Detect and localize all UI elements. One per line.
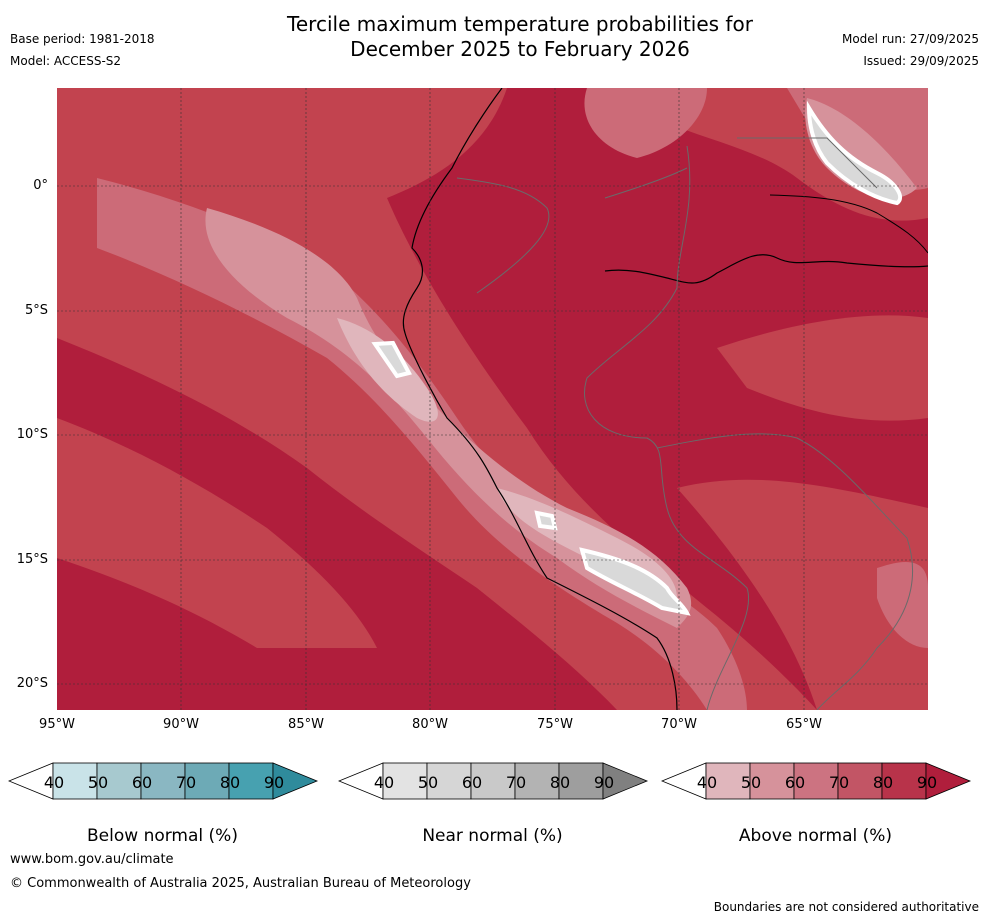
- cb-below-swatch-5: [272, 762, 319, 800]
- cb-below-swatch-4: [228, 762, 274, 800]
- cb-below-swatch-1: [96, 762, 142, 800]
- cb-above-swatch-1: [749, 762, 795, 800]
- cb-near-swatch-2: [470, 762, 516, 800]
- cb-near-swatch-5: [602, 762, 649, 800]
- cb-near-swatch-4: [558, 762, 604, 800]
- lon-label-70w: 70°W: [661, 717, 697, 732]
- cb-near-tick-90: 90: [593, 773, 615, 792]
- band-above-70-north: [57, 418, 377, 648]
- cb-below-swatch-3: [184, 762, 230, 800]
- probability-map: [57, 88, 928, 710]
- lon-label-85w: 85°W: [288, 717, 324, 732]
- cb-below-tick-50: 50: [87, 773, 109, 792]
- cb-below-tick-70: 70: [175, 773, 197, 792]
- near-normal-patch-4: [806, 100, 903, 206]
- cb-below-tick-60: 60: [131, 773, 153, 792]
- cb-near-tick-40: 40: [373, 773, 395, 792]
- title-line-2: December 2025 to February 2026: [350, 37, 690, 61]
- cb-below-tick-80: 80: [219, 773, 241, 792]
- cb-near-tick-70: 70: [505, 773, 527, 792]
- amazon-river-north: [769, 194, 928, 254]
- website-link[interactable]: www.bom.gov.au/climate: [10, 852, 174, 867]
- lat-label-0: 0°: [33, 178, 48, 193]
- lat-label-15s: 15°S: [16, 552, 48, 567]
- cb-above-swatch-3: [837, 762, 883, 800]
- cb-above-swatch-4: [881, 762, 927, 800]
- cb-near-swatch-3: [514, 762, 560, 800]
- cb-above-tick-50: 50: [740, 773, 762, 792]
- graticule: [57, 88, 928, 710]
- meta-right: Model run: 27/09/2025 Issued: 29/09/2025: [842, 28, 979, 72]
- cb-below-tick-40: 40: [43, 773, 65, 792]
- meta-left: Base period: 1981-2018 Model: ACCESS-S2: [10, 28, 155, 72]
- band-above-70-south: [677, 479, 928, 710]
- cb-above-tick-80: 80: [872, 773, 894, 792]
- band-above-70-se: [717, 315, 928, 421]
- title-line-1: Tercile maximum temperature probabilitie…: [287, 12, 753, 36]
- near-normal-patch-1: [371, 340, 412, 379]
- band-above-40-coast: [337, 318, 438, 422]
- cb-above-swatch-2: [793, 762, 839, 800]
- colorbar-above: [660, 762, 973, 804]
- lon-label-65w: 65°W: [786, 717, 822, 732]
- cb-near-swatch-0: [382, 762, 428, 800]
- cb-above-tick-40: 40: [696, 773, 718, 792]
- colorbar-near-svg: [337, 762, 649, 800]
- base-period: Base period: 1981-2018: [10, 32, 155, 46]
- lat-label-5s: 5°S: [24, 303, 48, 318]
- band-above-60-north: [584, 88, 707, 158]
- band-above-50-ne: [805, 98, 917, 199]
- lat-label-20s: 20°S: [16, 676, 48, 691]
- colorbar-near: [337, 762, 650, 804]
- cb-below-tick-90: 90: [263, 773, 285, 792]
- band-above-60-se: [877, 562, 928, 648]
- near-normal-patch-2: [579, 547, 691, 616]
- issued-date: Issued: 29/09/2025: [863, 54, 979, 68]
- country-borders: [456, 137, 914, 710]
- colorbar-below: [7, 762, 320, 804]
- model-run: Model run: 27/09/2025: [841, 32, 979, 46]
- cb-above-tick-70: 70: [828, 773, 850, 792]
- colorbar-above-svg: [660, 762, 972, 800]
- lon-label-90w: 90°W: [163, 717, 199, 732]
- cb-below-label: Below normal (%): [87, 826, 238, 846]
- lon-label-75w: 75°W: [537, 717, 573, 732]
- copyright-notice: © Commonwealth of Australia 2025, Austra…: [10, 876, 471, 891]
- near-normal-patch-3: [534, 510, 558, 531]
- cb-near-swatch-1: [426, 762, 472, 800]
- cb-above-tick-90: 90: [916, 773, 938, 792]
- cb-above-tick-60: 60: [784, 773, 806, 792]
- cb-near-tick-80: 80: [549, 773, 571, 792]
- map-title: Tercile maximum temperature probabilitie…: [200, 12, 840, 62]
- lon-label-80w: 80°W: [412, 717, 448, 732]
- colorbar-below-svg: [7, 762, 319, 800]
- lon-label-95w: 95°W: [39, 717, 75, 732]
- cb-below-swatch-0: [52, 762, 98, 800]
- amazon-river: [604, 254, 928, 284]
- cb-near-tick-60: 60: [461, 773, 483, 792]
- cb-above-swatch-5: [925, 762, 972, 800]
- cb-near-label: Near normal (%): [422, 826, 563, 846]
- disclaimer-text: Boundaries are not considered authoritat…: [713, 900, 979, 914]
- map-canvas: [57, 88, 928, 710]
- cb-above-swatch-0: [705, 762, 751, 800]
- model-name: Model: ACCESS-S2: [10, 54, 122, 68]
- cb-near-tick-50: 50: [417, 773, 439, 792]
- cb-above-label: Above normal (%): [738, 826, 893, 846]
- lat-label-10s: 10°S: [16, 427, 48, 442]
